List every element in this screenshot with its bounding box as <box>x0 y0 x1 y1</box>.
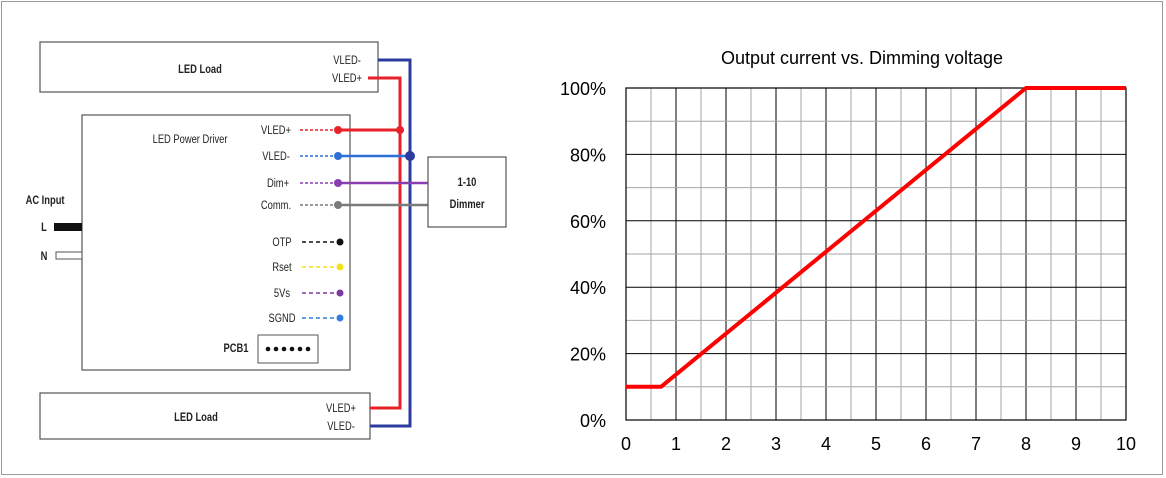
pcb-label: PCB1 <box>224 342 249 355</box>
ac-input-label: AC Input <box>26 194 65 207</box>
bus-red-wire <box>368 76 402 410</box>
aux-pin-sgnd: SGND <box>269 312 296 325</box>
dimmer-label-line1: 1-10 <box>458 176 477 189</box>
terminal-comm <box>334 201 342 209</box>
dimmer-box <box>427 156 507 228</box>
terminal-dim-plus <box>334 179 342 187</box>
ac-N-terminal <box>55 251 83 260</box>
junction-blue <box>405 151 415 161</box>
aux-pin-rset: Rset <box>272 261 291 274</box>
top-led-load-box <box>39 41 379 93</box>
terminal-sgnd <box>336 314 344 322</box>
bottom-load-pin-minus: VLED- <box>327 420 355 433</box>
ac-input-N: N <box>41 250 48 263</box>
terminal-vled-minus <box>334 152 342 160</box>
ac-input-L: L <box>41 221 47 234</box>
terminal-rset <box>336 263 344 271</box>
wiring-diagram: LED Load VLED- VLED+ LED Load VLED+ VLED… <box>26 41 507 440</box>
driver-pin-vled-minus: VLED- <box>262 150 290 163</box>
top-load-pin-plus: VLED+ <box>332 72 362 85</box>
driver-pin-vled-plus: VLED+ <box>261 124 291 137</box>
aux-pin-otp: OTP <box>272 236 291 249</box>
terminal-5vs <box>336 289 344 297</box>
bottom-load-pin-plus: VLED+ <box>326 402 356 415</box>
bottom-led-load-label: LED Load <box>174 411 218 424</box>
top-load-pin-minus: VLED- <box>333 54 361 67</box>
aux-pin-5vs: 5Vs <box>274 287 290 300</box>
dimmer-label-line2: Dimmer <box>450 198 486 211</box>
bus-blue-wire <box>370 58 412 428</box>
pcb-connector-pins <box>265 346 311 352</box>
bottom-led-load-box <box>39 392 371 440</box>
top-led-load-label: LED Load <box>178 63 222 76</box>
driver-pin-dim-plus: Dim+ <box>267 177 289 190</box>
terminal-vled-plus <box>334 126 342 134</box>
driver-pin-comm: Comm. <box>261 199 291 212</box>
terminal-otp <box>336 238 344 246</box>
driver-label: LED Power Driver <box>153 133 228 146</box>
ac-L-terminal <box>54 223 82 231</box>
junction-red <box>396 126 404 134</box>
